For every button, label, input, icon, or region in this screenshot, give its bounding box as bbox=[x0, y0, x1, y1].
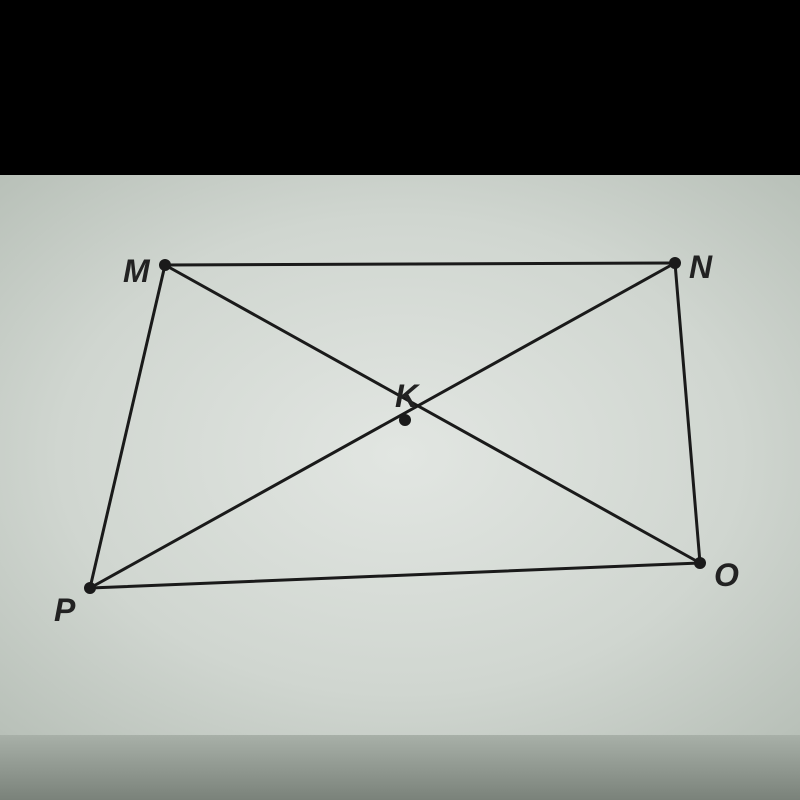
vertex-point-P bbox=[84, 582, 96, 594]
vertex-point-M bbox=[159, 259, 171, 271]
vertex-label-P: P bbox=[54, 592, 75, 629]
vertex-point-N bbox=[669, 257, 681, 269]
edge-PN bbox=[90, 263, 675, 588]
edge-NO bbox=[675, 263, 700, 563]
vertex-label-O: O bbox=[714, 557, 739, 594]
edge-OP bbox=[90, 563, 700, 588]
photo-surface: M N O P K bbox=[0, 0, 800, 800]
vertex-label-K: K bbox=[395, 378, 418, 415]
vertex-label-M: M bbox=[123, 253, 150, 290]
edge-MO bbox=[165, 265, 700, 563]
vertex-label-N: N bbox=[689, 249, 712, 286]
vertex-point-K bbox=[399, 414, 411, 426]
edge-PM bbox=[90, 265, 165, 588]
vertex-point-O bbox=[694, 557, 706, 569]
edge-MN bbox=[165, 263, 675, 265]
